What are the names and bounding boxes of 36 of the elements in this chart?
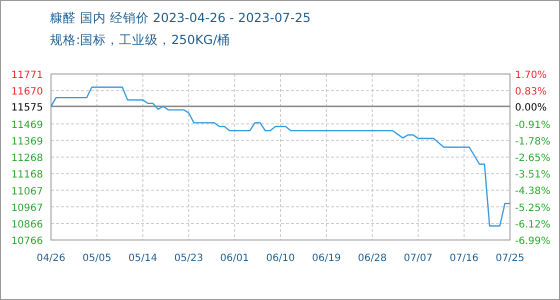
y2-tick-label: -6.12% — [515, 219, 550, 230]
chart-title: 糠醛 国内 经销价 2023-04-26 - 2023-07-25 — [50, 10, 311, 25]
y-tick-label: 10766 — [11, 236, 43, 247]
y2-tick-label: -6.99% — [515, 236, 550, 247]
y-tick-label: 11369 — [11, 136, 43, 148]
y-tick-label: 11670 — [11, 86, 43, 98]
x-tick-label: 06/10 — [266, 253, 295, 264]
y-tick-label: 11771 — [11, 70, 43, 81]
x-tick-label: 07/25 — [496, 253, 524, 264]
y2-tick-label: 0.83% — [515, 86, 547, 98]
y2-tick-label: -4.38% — [515, 186, 550, 198]
y2-tick-label: -3.51% — [515, 170, 550, 181]
y2-tick-label: -1.78% — [515, 136, 550, 148]
y-tick-label: 11575 — [11, 102, 43, 114]
x-tick-label: 04/26 — [36, 253, 66, 264]
y2-tick-label: 0.00% — [515, 102, 547, 114]
y-tick-label: 10866 — [11, 219, 43, 230]
x-tick-label: 05/14 — [128, 253, 158, 264]
x-tick-label: 05/23 — [174, 253, 204, 264]
chart-subtitle: 规格:国标，工业级，250KG/桶 — [50, 32, 230, 47]
y2-tick-label: -2.65% — [515, 153, 550, 164]
y-tick-label: 11168 — [11, 170, 43, 181]
line-series — [50, 86, 511, 227]
y2-tick-label: -5.25% — [515, 202, 550, 214]
y-tick-label: 11268 — [11, 153, 43, 164]
x-tick-label: 06/19 — [312, 253, 341, 264]
x-tick-label: 06/28 — [358, 253, 387, 264]
x-tick-label: 05/05 — [82, 253, 112, 264]
y2-tick-label: 1.70% — [515, 70, 547, 81]
y-tick-label: 11067 — [11, 186, 43, 198]
x-tick-label: 06/01 — [220, 253, 250, 264]
y2-tick-label: -0.91% — [515, 120, 550, 131]
y-tick-label: 11469 — [11, 120, 43, 131]
x-tick-label: 07/16 — [450, 253, 479, 264]
y-tick-label: 10967 — [11, 202, 43, 214]
x-tick-label: 07/07 — [404, 253, 433, 264]
